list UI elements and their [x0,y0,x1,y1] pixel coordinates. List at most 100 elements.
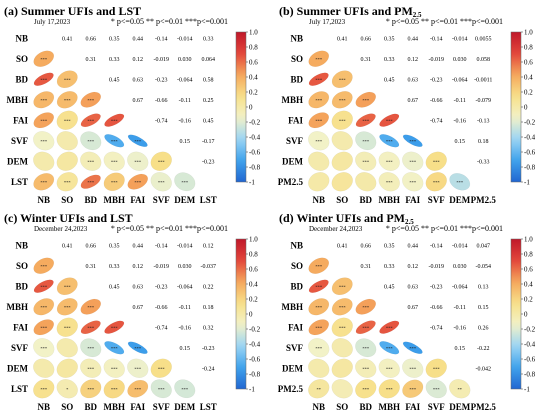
correlation-value: 0.31 [86,57,97,63]
correlation-value: -0.064 [177,284,193,290]
colorbar [235,31,247,183]
correlation-ellipse [56,110,78,130]
correlation-value: -0.66 [155,98,168,104]
significance-stars: *** [362,98,370,103]
correlation-ellipse [33,298,55,316]
row-label: DEM [282,156,304,166]
correlation-ellipse [402,358,424,378]
significance-legend: * p<=0.05 ** p<=0.01 ***p<=0.001 [111,17,228,26]
significance-stars: * [66,387,69,392]
colorbar-tick-label: -0.8 [249,164,261,172]
column-label: BD [359,195,372,205]
colorbar-tick-label: -0.2 [524,326,536,334]
correlation-ellipse [308,319,329,336]
significance-stars: *** [87,180,95,185]
correlation-value: 0.058 [477,57,491,63]
significance-stars: *** [386,325,394,330]
correlation-ellipse [33,50,55,67]
correlation-value: -0.079 [476,98,492,104]
correlation-ellipse [402,172,424,192]
significance-stars: *** [315,77,323,82]
colorbar-tick-label: -0.4 [249,341,261,349]
colorbar-tick-label: 0.4 [249,281,258,289]
correlation-value: -0.14 [155,243,168,249]
correlation-value: 0.030 [178,57,192,63]
correlation-ellipse [355,91,376,108]
significance-stars: *** [409,139,417,144]
significance-stars: *** [315,98,323,103]
correlation-value: -0.064 [177,77,193,83]
correlation-ellipse [104,134,125,148]
correlation-value: 0.63 [133,77,144,83]
correlation-ellipse [425,379,447,399]
correlation-ellipse [127,134,148,147]
colorbar-tick-label: -0.2 [249,326,261,334]
correlation-ellipse [331,379,353,399]
significance-stars: *** [40,98,48,103]
correlation-value: 0.66 [361,243,372,249]
correlation-value: 0.12 [408,57,419,63]
column-label: SVF [428,402,446,412]
colorbar-tick-label: 1.0 [524,29,533,37]
correlation-ellipse [150,172,172,192]
significance-stars: *** [315,346,323,351]
column-label: MBH [379,402,401,412]
colorbar-tick-label: 0 [249,311,253,319]
significance-stars: *** [134,387,142,392]
correlation-value: 0.45 [203,118,214,124]
significance-stars: *** [315,305,323,310]
correlation-ellipse [56,317,78,337]
row-label: SO [291,261,303,271]
significance-stars: *** [111,180,119,185]
significance-stars: *** [87,325,95,330]
significance-stars: *** [315,57,323,62]
correlation-ellipse [379,320,400,334]
correlation-value: -0.16 [454,325,467,331]
correlation-ellipse [308,172,330,192]
correlation-value: -0.0011 [474,77,492,83]
correlation-ellipse [127,341,148,354]
colorbar-tick-label: 0.6 [524,266,533,274]
correlation-value: 0.35 [109,36,120,42]
correlation-ellipse [33,112,54,129]
column-label: SO [336,195,348,205]
significance-stars: *** [339,77,347,82]
column-label: MBH [379,195,401,205]
correlation-ellipse [331,110,353,130]
colorbar [510,238,522,390]
column-label: SO [61,402,73,412]
correlation-value: 0.41 [337,243,348,249]
correlation-ellipse [308,131,330,151]
correlation-value: 0.31 [361,57,372,63]
correlation-ellipse [80,358,102,378]
row-label: SO [16,261,28,271]
correlation-ellipse [80,174,101,189]
significance-stars: *** [409,346,417,351]
column-label: MBH [104,402,126,412]
correlation-value: 0.31 [361,264,372,270]
row-label: PM2.5 [278,384,304,394]
colorbar-tick-label: 0.6 [249,59,258,67]
correlation-ellipse [127,151,149,171]
colorbar-tick-label: 1.0 [249,29,258,37]
significance-stars: *** [40,118,48,123]
correlation-ellipse [355,172,377,192]
correlation-value: -0.019 [429,57,445,63]
panel-title: (c) Winter UFIs and LST [4,211,133,225]
significance-stars: *** [315,264,323,269]
significance-stars: *** [87,139,95,144]
correlation-ellipse [379,134,400,148]
correlation-value: -0.064 [452,284,468,290]
correlation-ellipse [104,341,125,355]
column-label: FAI [130,195,145,205]
column-label: BD [84,402,97,412]
row-label: FAI [13,115,28,125]
column-label: DEM [174,402,196,412]
correlation-value: 0.35 [384,36,395,42]
colorbar-tick-label: -0.4 [524,341,536,349]
colorbar-tick-label: -0.4 [249,134,261,142]
column-label: DEM [449,195,471,205]
colorbar-tick-label: 1.0 [249,236,258,244]
correlation-value: -0.24 [202,366,215,372]
correlation-value: 0.33 [384,57,395,63]
